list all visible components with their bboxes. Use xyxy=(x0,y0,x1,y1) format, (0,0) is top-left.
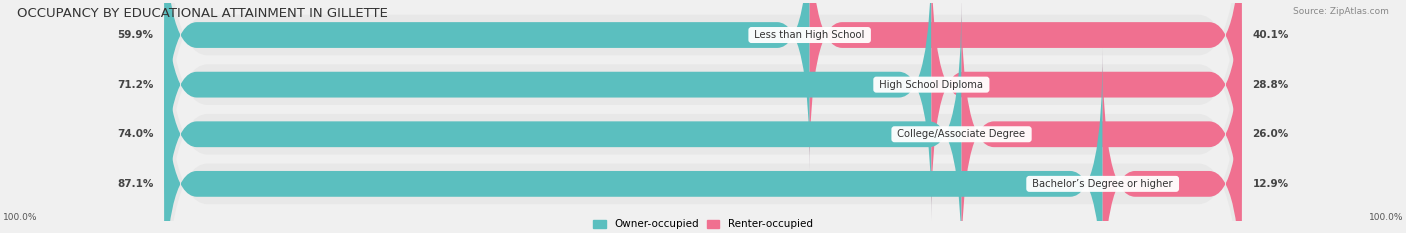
Text: 28.8%: 28.8% xyxy=(1253,80,1289,90)
Text: 12.9%: 12.9% xyxy=(1253,179,1288,189)
FancyBboxPatch shape xyxy=(165,48,1102,233)
FancyBboxPatch shape xyxy=(165,0,931,221)
Text: Source: ZipAtlas.com: Source: ZipAtlas.com xyxy=(1294,7,1389,16)
FancyBboxPatch shape xyxy=(931,0,1241,221)
Text: High School Diploma: High School Diploma xyxy=(876,80,987,90)
FancyBboxPatch shape xyxy=(165,0,1241,213)
Text: 26.0%: 26.0% xyxy=(1253,129,1289,139)
Text: Less than High School: Less than High School xyxy=(751,30,868,40)
Text: 59.9%: 59.9% xyxy=(118,30,153,40)
FancyBboxPatch shape xyxy=(165,0,1241,233)
Text: College/Associate Degree: College/Associate Degree xyxy=(894,129,1029,139)
Text: Bachelor’s Degree or higher: Bachelor’s Degree or higher xyxy=(1029,179,1175,189)
FancyBboxPatch shape xyxy=(165,6,1241,233)
Text: 71.2%: 71.2% xyxy=(117,80,153,90)
Text: OCCUPANCY BY EDUCATIONAL ATTAINMENT IN GILLETTE: OCCUPANCY BY EDUCATIONAL ATTAINMENT IN G… xyxy=(17,7,388,20)
Text: 74.0%: 74.0% xyxy=(117,129,153,139)
FancyBboxPatch shape xyxy=(962,0,1241,233)
Text: 100.0%: 100.0% xyxy=(1368,213,1403,222)
FancyBboxPatch shape xyxy=(165,0,962,233)
FancyBboxPatch shape xyxy=(165,0,810,171)
FancyBboxPatch shape xyxy=(810,0,1241,171)
Text: 100.0%: 100.0% xyxy=(3,213,38,222)
FancyBboxPatch shape xyxy=(1102,48,1241,233)
FancyBboxPatch shape xyxy=(165,0,1241,233)
Text: 87.1%: 87.1% xyxy=(117,179,153,189)
Legend: Owner-occupied, Renter-occupied: Owner-occupied, Renter-occupied xyxy=(589,215,817,233)
Text: 40.1%: 40.1% xyxy=(1253,30,1289,40)
